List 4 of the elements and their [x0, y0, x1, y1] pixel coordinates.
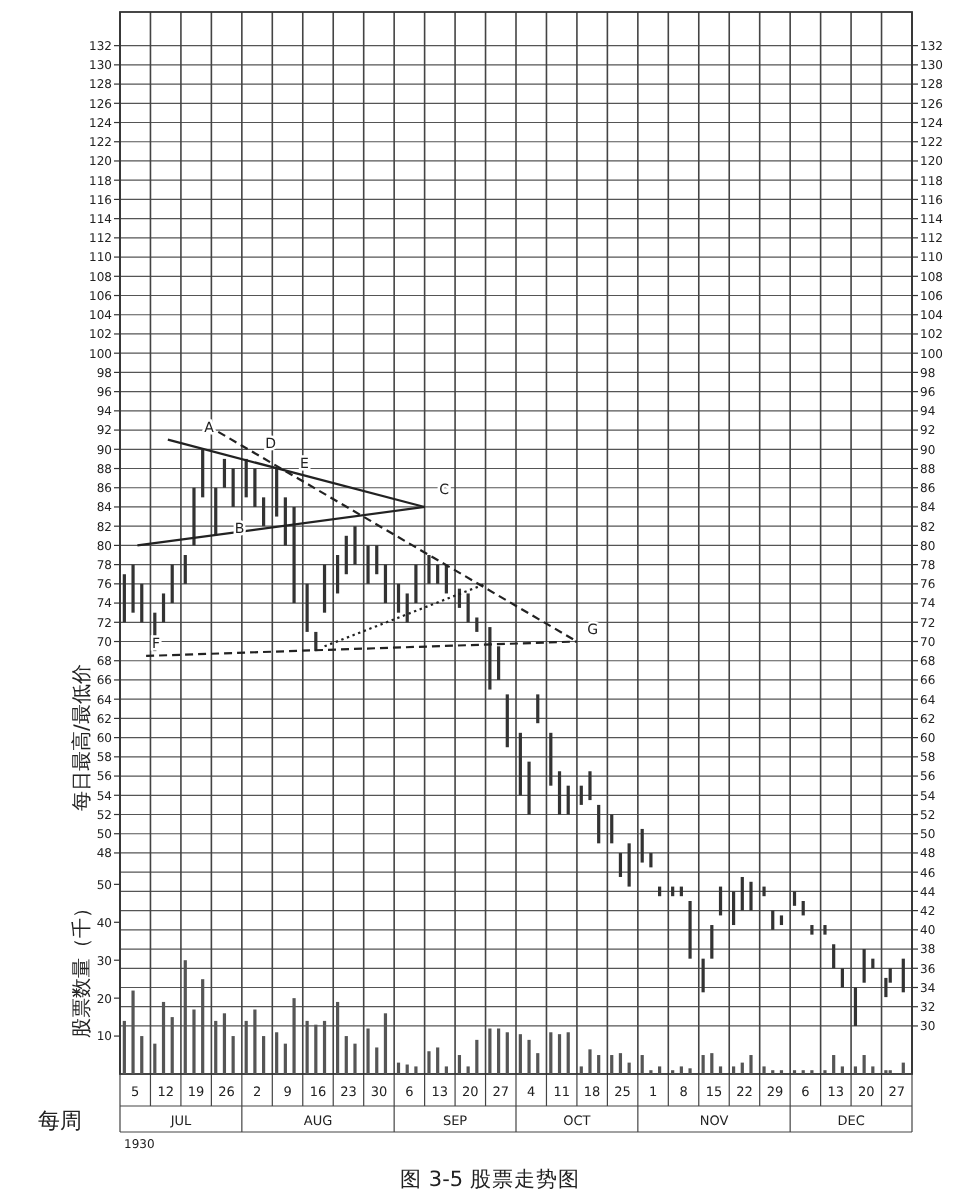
x-axis-title: 每周 [38, 1108, 82, 1134]
y-axis-title: 每日最高/最低价 [70, 664, 94, 811]
y3-axis-title: 股票数量（千） [70, 897, 94, 1038]
text: 图 3-5 股票走势图 [400, 1166, 580, 1192]
